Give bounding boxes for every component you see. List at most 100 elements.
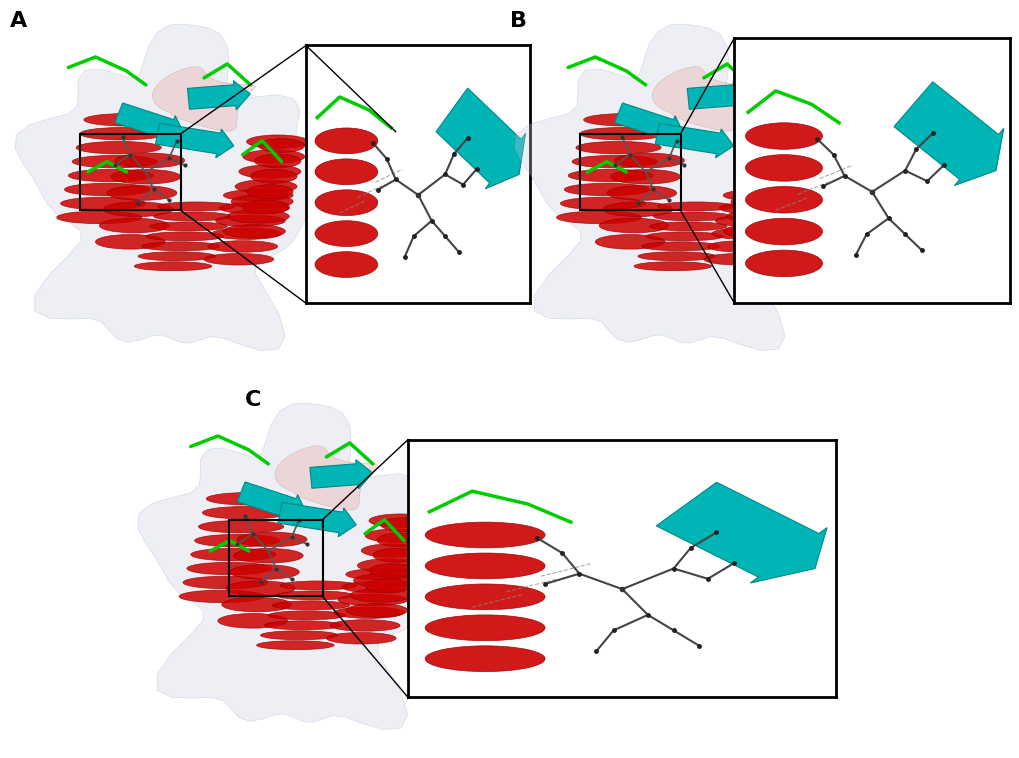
Ellipse shape: [227, 210, 289, 223]
Ellipse shape: [425, 615, 544, 641]
Ellipse shape: [376, 533, 423, 547]
FancyArrow shape: [115, 103, 184, 143]
Ellipse shape: [150, 222, 227, 231]
Ellipse shape: [745, 218, 821, 245]
Ellipse shape: [60, 197, 146, 210]
Ellipse shape: [251, 169, 297, 183]
Ellipse shape: [595, 234, 664, 249]
Ellipse shape: [742, 150, 804, 163]
Ellipse shape: [315, 252, 377, 277]
Ellipse shape: [221, 597, 291, 612]
Ellipse shape: [722, 190, 792, 201]
Ellipse shape: [218, 613, 287, 628]
Ellipse shape: [257, 641, 334, 650]
Ellipse shape: [237, 532, 307, 547]
Ellipse shape: [742, 200, 789, 214]
Ellipse shape: [76, 142, 161, 154]
Ellipse shape: [111, 169, 180, 184]
Ellipse shape: [425, 584, 544, 609]
Ellipse shape: [219, 202, 289, 214]
Polygon shape: [15, 24, 331, 351]
Ellipse shape: [115, 153, 184, 168]
Ellipse shape: [215, 215, 285, 227]
Ellipse shape: [345, 568, 415, 580]
Ellipse shape: [341, 581, 412, 593]
Ellipse shape: [365, 579, 412, 593]
Ellipse shape: [238, 164, 301, 178]
Ellipse shape: [711, 228, 781, 240]
Ellipse shape: [223, 190, 292, 201]
Ellipse shape: [96, 234, 165, 249]
FancyArrow shape: [893, 82, 1003, 186]
Ellipse shape: [610, 169, 680, 184]
Ellipse shape: [179, 590, 264, 603]
Ellipse shape: [64, 183, 150, 196]
Ellipse shape: [142, 242, 219, 251]
Ellipse shape: [334, 607, 404, 619]
Ellipse shape: [579, 127, 664, 140]
Ellipse shape: [279, 581, 357, 590]
Ellipse shape: [234, 180, 297, 193]
Ellipse shape: [223, 224, 285, 238]
Text: A: A: [10, 11, 28, 31]
Ellipse shape: [146, 232, 223, 241]
Ellipse shape: [714, 215, 785, 227]
FancyArrow shape: [436, 88, 525, 189]
Ellipse shape: [645, 232, 722, 241]
Ellipse shape: [583, 114, 668, 126]
Ellipse shape: [157, 202, 234, 211]
Ellipse shape: [556, 211, 641, 224]
Ellipse shape: [703, 253, 772, 265]
Polygon shape: [515, 24, 830, 351]
Ellipse shape: [264, 621, 341, 630]
Ellipse shape: [84, 114, 169, 126]
Ellipse shape: [568, 169, 653, 182]
FancyArrow shape: [614, 103, 684, 143]
Ellipse shape: [208, 241, 277, 252]
Ellipse shape: [268, 611, 345, 620]
Ellipse shape: [722, 224, 785, 238]
Ellipse shape: [718, 202, 789, 214]
Ellipse shape: [79, 127, 165, 140]
Ellipse shape: [337, 594, 408, 606]
Ellipse shape: [107, 186, 176, 200]
Ellipse shape: [731, 195, 792, 208]
Bar: [579, 133, 680, 211]
Ellipse shape: [231, 195, 292, 208]
Ellipse shape: [598, 218, 668, 233]
Ellipse shape: [746, 135, 808, 149]
Ellipse shape: [369, 514, 431, 528]
Ellipse shape: [559, 197, 645, 210]
Polygon shape: [138, 403, 453, 730]
Ellipse shape: [247, 185, 292, 199]
Ellipse shape: [656, 202, 734, 211]
FancyArrow shape: [187, 80, 250, 110]
Ellipse shape: [649, 222, 727, 231]
Ellipse shape: [138, 252, 215, 261]
Ellipse shape: [753, 154, 800, 168]
Ellipse shape: [195, 534, 279, 547]
Ellipse shape: [606, 186, 676, 200]
Ellipse shape: [254, 154, 301, 168]
Ellipse shape: [206, 493, 291, 505]
Ellipse shape: [369, 564, 415, 578]
Ellipse shape: [276, 591, 354, 600]
Ellipse shape: [326, 632, 395, 644]
Ellipse shape: [757, 139, 804, 152]
Ellipse shape: [199, 521, 283, 533]
Ellipse shape: [182, 576, 268, 589]
FancyArrow shape: [155, 124, 233, 158]
Ellipse shape: [202, 506, 287, 519]
Ellipse shape: [727, 210, 789, 223]
Ellipse shape: [653, 212, 731, 221]
FancyArrow shape: [687, 80, 749, 110]
Ellipse shape: [634, 262, 711, 271]
Ellipse shape: [745, 123, 821, 149]
Ellipse shape: [260, 631, 337, 640]
Ellipse shape: [258, 139, 305, 152]
Ellipse shape: [361, 543, 423, 557]
Ellipse shape: [345, 603, 408, 617]
Ellipse shape: [225, 581, 296, 596]
Ellipse shape: [229, 565, 299, 579]
Ellipse shape: [734, 180, 796, 193]
